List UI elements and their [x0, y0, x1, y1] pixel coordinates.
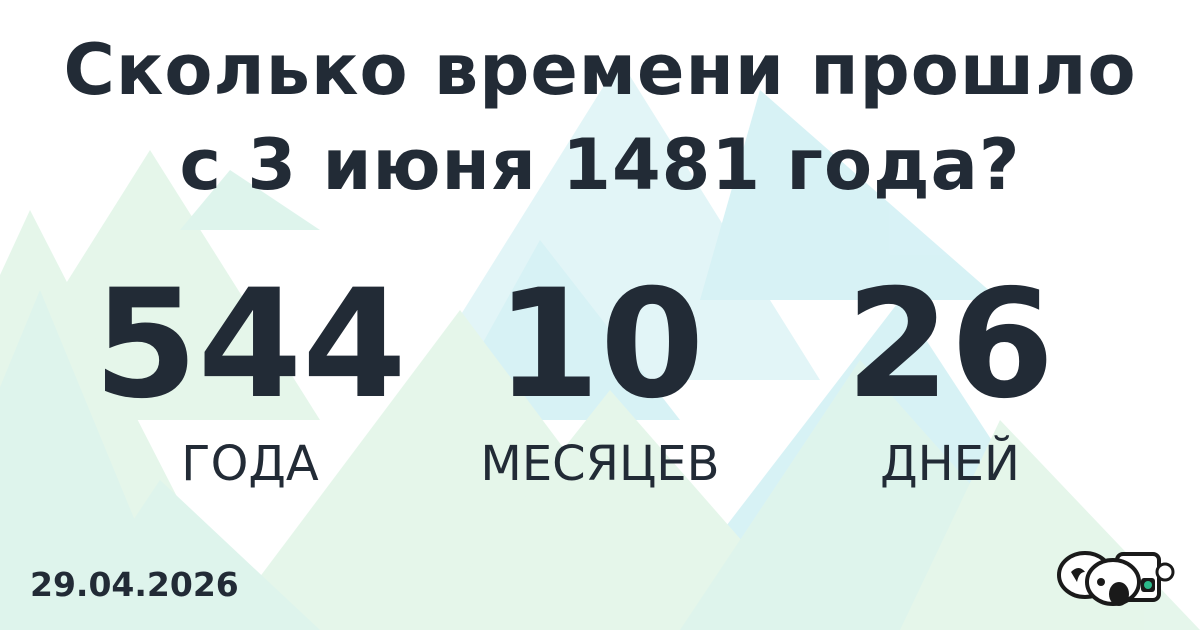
months-label: МЕСЯЦЕВ — [480, 436, 720, 492]
months-value: 10 — [495, 258, 705, 432]
page-title-line-1: Сколько времени прошло — [63, 29, 1137, 111]
current-date: 29.04.2026 — [30, 565, 239, 604]
days-label: ДНЕЙ — [880, 436, 1020, 492]
years-label: ГОДА — [181, 436, 319, 492]
koala-robot-logo-icon — [1057, 551, 1175, 606]
days-value: 26 — [845, 258, 1055, 432]
years-value: 544 — [93, 258, 407, 432]
page-title-line-2: с 3 июня 1481 года? — [179, 124, 1021, 206]
